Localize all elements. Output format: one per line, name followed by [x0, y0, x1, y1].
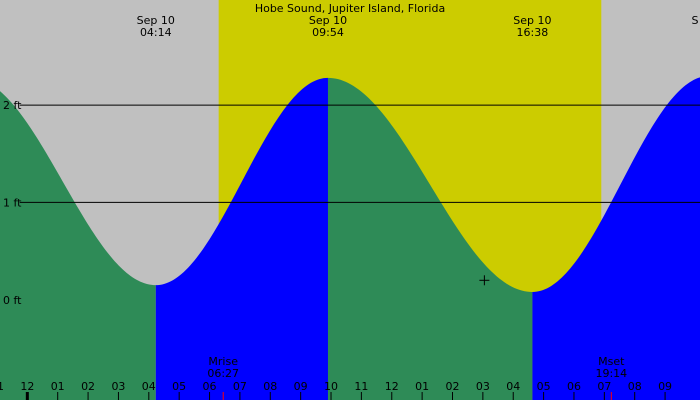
- hour-tick-label: 09: [294, 380, 308, 393]
- hour-tick-label: 04: [142, 380, 156, 393]
- extreme-date-label: Sep 10: [309, 14, 347, 27]
- rising-tide-area: [532, 77, 700, 400]
- hour-tick-label: 04: [506, 380, 520, 393]
- extreme-time-label: 04:14: [140, 26, 172, 39]
- moon-event-time: 19:14: [595, 367, 627, 380]
- falling-tide-area: [327, 77, 533, 400]
- hour-tick-label: 06: [203, 380, 217, 393]
- hour-tick-label: 08: [263, 380, 277, 393]
- hour-tick-label: 06: [567, 380, 581, 393]
- extreme-date-label: Sep 10: [137, 14, 175, 27]
- hour-tick-label: 01: [51, 380, 65, 393]
- hour-tick-label: 05: [172, 380, 186, 393]
- moon-event-time: 06:27: [207, 367, 239, 380]
- hour-tick-label: 03: [111, 380, 125, 393]
- moon-event-label: Mrise: [208, 355, 238, 368]
- rising-tide-area: [155, 77, 328, 400]
- hour-tick-label: 03: [476, 380, 490, 393]
- hour-tick-label: 05: [537, 380, 551, 393]
- extreme-date-label: S: [692, 14, 699, 27]
- hour-tick-label: 12: [20, 380, 34, 393]
- hour-tick-label: 11: [0, 380, 4, 393]
- hour-tick-label: 08: [628, 380, 642, 393]
- hour-tick-label: 12: [385, 380, 399, 393]
- moon-event-label: Mset: [598, 355, 625, 368]
- extreme-time-label: 09:54: [312, 26, 344, 39]
- hour-tick-label: 01: [415, 380, 429, 393]
- hour-tick-label: 07: [597, 380, 611, 393]
- hour-tick-label: 09: [658, 380, 672, 393]
- current-time-marker: [479, 275, 490, 286]
- y-tick-label: 0 ft: [3, 294, 22, 307]
- hour-tick-label: 11: [354, 380, 368, 393]
- hour-tick-label: 07: [233, 380, 247, 393]
- hour-tick-label: 02: [445, 380, 459, 393]
- y-tick-label: 2 ft: [3, 99, 22, 112]
- falling-tide-area: [0, 91, 156, 400]
- hour-tick-label: 02: [81, 380, 95, 393]
- extreme-date-label: Sep 10: [513, 14, 551, 27]
- extreme-time-label: 16:38: [517, 26, 549, 39]
- y-tick-label: 1 ft: [3, 196, 22, 209]
- chart-title: Hobe Sound, Jupiter Island, Florida: [255, 2, 445, 15]
- hour-tick-label: 10: [324, 380, 338, 393]
